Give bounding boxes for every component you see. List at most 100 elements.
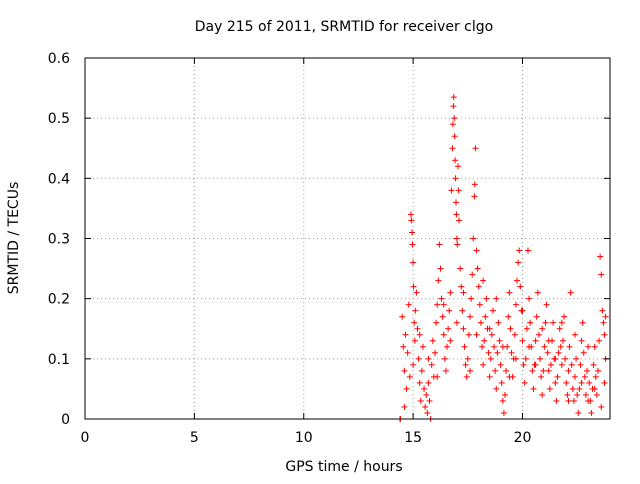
data-point [526, 343, 533, 350]
data-point [465, 331, 472, 338]
data-point [471, 181, 478, 188]
data-point [432, 349, 438, 356]
data-point [593, 391, 600, 398]
data-point [561, 313, 568, 320]
data-point [438, 295, 445, 302]
data-point [566, 343, 573, 350]
data-point [553, 397, 560, 404]
data-point [474, 265, 481, 272]
data-point [499, 343, 506, 350]
data-point [437, 265, 444, 272]
data-point [494, 349, 501, 356]
data-point [464, 355, 471, 362]
data-point [462, 361, 469, 368]
data-point [461, 343, 468, 350]
data-point [441, 355, 448, 362]
data-point [594, 367, 601, 374]
data-point [449, 121, 456, 128]
data-point [567, 289, 574, 296]
data-point [425, 379, 432, 386]
data-point [542, 319, 549, 326]
data-point [568, 361, 575, 368]
data-point [454, 163, 461, 170]
data-point [475, 283, 482, 290]
data-point [519, 307, 526, 314]
x-axis-label: GPS time / hours [285, 459, 402, 475]
data-point [452, 175, 459, 182]
data-point [491, 343, 498, 350]
data-points [397, 94, 609, 422]
data-point [515, 259, 522, 266]
data-point [471, 193, 478, 200]
data-point [439, 313, 446, 320]
y-axis-label: SRMTID / TECUs [6, 182, 22, 295]
data-point [415, 355, 422, 362]
data-point [534, 289, 541, 296]
data-point [486, 325, 493, 332]
data-point [453, 211, 460, 218]
data-point [480, 277, 487, 284]
data-point [539, 391, 546, 398]
data-point [401, 367, 408, 374]
tick-labels: 0 5 10 15 20 0 0.1 0.2 0.3 0.4 0.5 0.6 [48, 51, 532, 446]
data-point [557, 343, 564, 350]
data-point [512, 355, 519, 362]
data-point [591, 343, 598, 350]
data-point [413, 289, 420, 296]
data-point [411, 337, 418, 344]
data-point [404, 349, 411, 356]
data-point [434, 373, 441, 380]
data-point [592, 373, 599, 380]
y-tick-label: 0.3 [48, 232, 70, 248]
data-point [599, 307, 606, 314]
data-point [558, 361, 565, 368]
data-point [524, 247, 531, 254]
data-point [454, 241, 461, 248]
data-point [563, 379, 570, 386]
data-point [586, 379, 593, 386]
data-point [435, 277, 442, 284]
data-point [447, 289, 454, 296]
data-point [456, 217, 463, 224]
data-point [555, 349, 562, 356]
data-point [545, 367, 552, 374]
y-tick-label: 0.6 [48, 51, 70, 67]
chart-title: Day 215 of 2011, SRMTID for receiver clg… [195, 19, 493, 35]
data-point [488, 331, 495, 338]
data-point [453, 319, 460, 326]
data-point [483, 295, 490, 302]
data-point [445, 325, 452, 332]
data-point [543, 301, 550, 308]
data-point [512, 301, 519, 308]
data-point [414, 325, 421, 332]
data-point [517, 283, 524, 290]
data-point [564, 391, 571, 398]
data-point [486, 373, 493, 380]
data-point [585, 343, 592, 350]
y-tick-label: 0.1 [48, 352, 70, 368]
data-point [538, 373, 545, 380]
data-point [479, 343, 486, 350]
plot-frame [84, 57, 611, 420]
data-point [481, 337, 488, 344]
data-point [554, 373, 561, 380]
data-point [545, 337, 552, 344]
data-point [591, 385, 598, 392]
data-point [428, 361, 435, 368]
data-point [450, 94, 457, 101]
data-point [467, 313, 473, 320]
data-point [502, 391, 508, 398]
data-point [482, 313, 489, 320]
data-point [406, 373, 413, 380]
data-point [473, 247, 480, 254]
x-tick-label: 20 [514, 430, 532, 446]
data-point [402, 331, 409, 338]
data-point [575, 409, 582, 416]
data-point [590, 361, 597, 368]
data-point [576, 385, 583, 392]
data-point [448, 187, 455, 194]
data-point [423, 391, 430, 398]
data-point [569, 385, 576, 392]
data-point [399, 313, 406, 320]
